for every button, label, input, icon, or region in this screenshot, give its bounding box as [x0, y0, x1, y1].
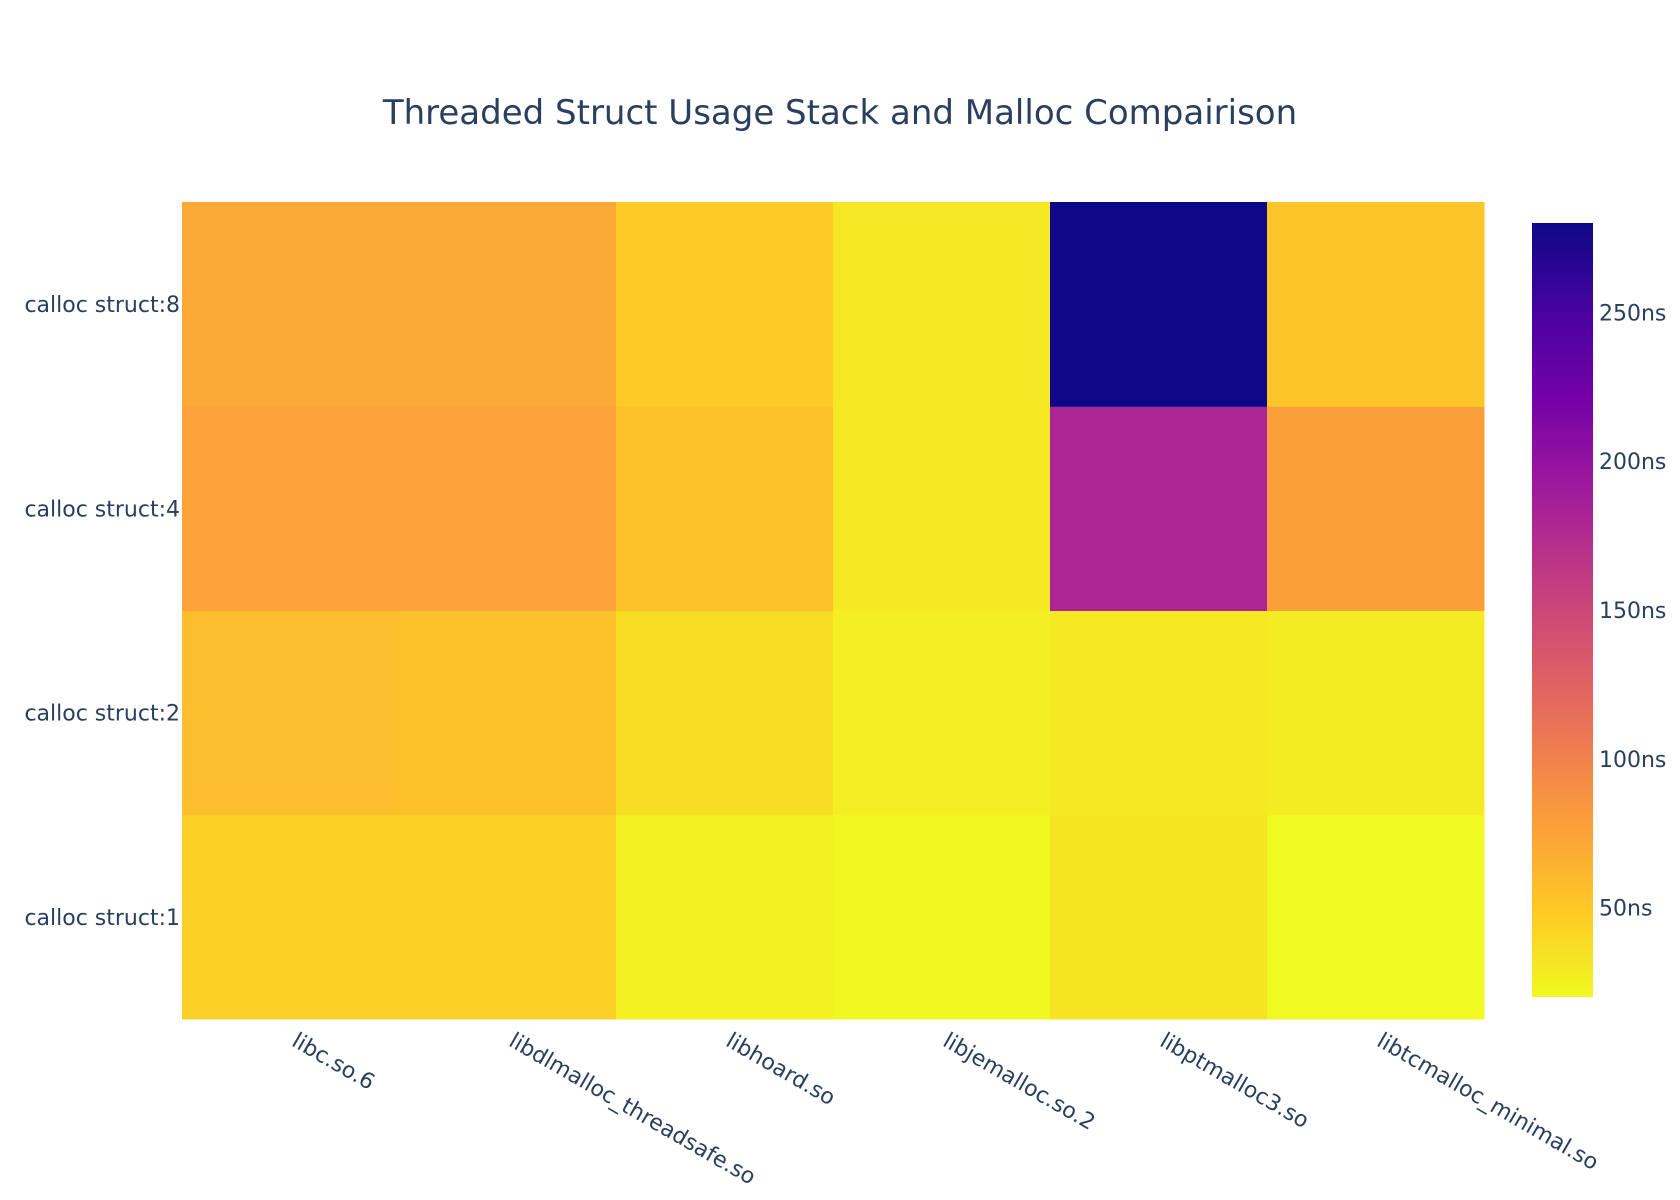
heatmap-cell: [833, 202, 1051, 407]
x-tick-label: libptmalloc3.so: [1156, 1029, 1313, 1134]
heatmap-cell: [1267, 202, 1485, 407]
heatmap-cell: [1050, 610, 1268, 816]
x-tick-label: libhoard.so: [722, 1029, 840, 1111]
y-tick-label: calloc struct:4: [24, 497, 180, 522]
heatmap-cell: [1050, 814, 1268, 1020]
heatmap-cell: [616, 610, 834, 816]
heatmap-cell: [616, 202, 834, 407]
x-tick-label: libdlmalloc_threadsafe.so: [505, 1029, 760, 1191]
x-tick-label: libjemalloc.so.2: [939, 1029, 1100, 1136]
heatmap-cell: [399, 406, 617, 611]
colorbar-tick-label: 50ns: [1599, 897, 1652, 922]
chart-title: Threaded Struct Usage Stack and Malloc C…: [382, 93, 1297, 133]
x-tick-label: libtcmalloc_minimal.so: [1373, 1029, 1603, 1176]
colorbar-tick-label: 100ns: [1599, 748, 1666, 773]
heatmap-cell: [1267, 814, 1485, 1020]
heatmap-cell: [833, 610, 1051, 816]
colorbar-tick-label: 250ns: [1599, 301, 1666, 326]
y-tick-label: calloc struct:8: [24, 293, 180, 318]
heatmap-cell: [1050, 202, 1268, 407]
y-axis-ticks: calloc struct:1 calloc struct:2 calloc str…: [24, 293, 180, 931]
heatmap-cell: [1050, 406, 1268, 611]
heatmap-cell: [616, 814, 834, 1020]
y-tick-label: calloc struct:1: [24, 906, 180, 931]
heatmap-cell: [399, 610, 617, 816]
heatmap-cell: [1267, 610, 1485, 816]
heatmap-cell: [616, 406, 834, 611]
heatmap-cells: [182, 202, 1485, 1020]
colorbar-tick-label: 200ns: [1599, 450, 1666, 475]
heatmap-cell: [182, 202, 400, 407]
x-axis-ticks: libc.so.6 libdlmalloc_threadsafe.solibhoa…: [288, 1029, 1603, 1191]
heatmap-cell: [182, 406, 400, 611]
y-tick-label: calloc struct:2: [24, 702, 180, 727]
heatmap-cell: [833, 406, 1051, 611]
heatmap-cell: [182, 610, 400, 816]
heatmap-cell: [833, 814, 1051, 1020]
x-tick-label: libc.so.6: [288, 1029, 379, 1096]
heatmap-cell: [399, 202, 617, 407]
colorbar-gradient: [1532, 223, 1593, 997]
heatmap-cell: [399, 814, 617, 1020]
heatmap-cell: [182, 814, 400, 1020]
colorbar: 50ns 100ns 150ns 200ns 250ns: [1532, 223, 1666, 997]
colorbar-tick-label: 150ns: [1599, 599, 1666, 624]
heatmap-cell: [1267, 406, 1485, 611]
